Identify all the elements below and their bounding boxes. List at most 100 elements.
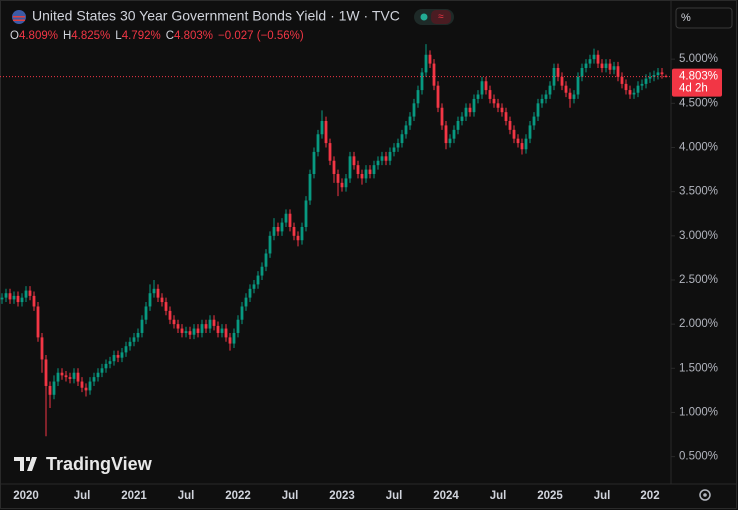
candle-body [224,328,228,338]
candle-body [332,160,336,174]
scale-box[interactable] [675,7,733,29]
candle-body [372,165,376,174]
candle-body [624,83,628,91]
candle-body [604,63,608,69]
candle-body [484,81,488,91]
candle-body [420,72,424,91]
candle-body [616,66,620,77]
candle-body [32,295,36,307]
candle-body [428,54,432,64]
candle-body [200,324,204,333]
flag-stripe [13,19,25,21]
candle-body [504,112,508,121]
legend-value: 4.792% [122,30,161,42]
candle-body [460,116,464,121]
candle-body [368,169,372,174]
candle-body [648,76,652,79]
candle-body [184,331,188,333]
candle-body [464,107,468,117]
legend-key: L [115,30,122,42]
candle-body [324,121,328,144]
candle-body [12,295,16,300]
symbol-title[interactable]: United States 30 Year Government Bonds Y… [32,8,400,24]
candle-body [384,156,388,161]
legend-value: 4.803% [174,30,213,42]
candle-body [192,328,196,335]
candle-body [520,143,524,150]
x-tick-label: Jul [74,490,91,502]
candle-body [512,129,516,139]
legend-value: 4.825% [71,30,110,42]
legend-key: C [166,30,174,42]
scale-button[interactable]: % [681,12,691,24]
countdown: 4d 2h [679,83,708,95]
x-tick-label: 2025 [537,490,563,502]
candle-body [40,337,44,360]
candle-body [416,90,420,104]
candle-body [276,226,280,232]
candle-body [284,213,288,223]
candle-body [572,94,576,99]
candle-body [204,324,208,329]
legend-change: −0.027 (−0.56%) [218,30,304,42]
candle-body [564,85,568,93]
candle-body [104,363,108,369]
candle-body [468,107,472,113]
candle-body [408,116,412,126]
candle-body [396,143,400,148]
candle-body [588,59,592,64]
candle-body [392,147,396,152]
candle-body [152,288,156,294]
candle-body [140,319,144,333]
candle-body [24,290,28,298]
candle-body [4,293,8,298]
delay-icon: ≈ [438,12,444,23]
candle-body [84,387,88,391]
y-tick-label: 3.000% [679,230,718,242]
last-price-label: 4.803% [679,71,718,83]
y-tick-label: 1.000% [679,406,718,418]
x-tick-label: Jul [282,490,299,502]
candle-body [64,375,68,378]
symbol-header: United States 30 Year Government Bonds Y… [12,8,454,25]
candle-body [188,331,192,335]
x-tick-label: 2023 [329,490,355,502]
candle-body [176,324,180,329]
gear[interactable] [699,489,711,501]
candle-body [376,160,380,166]
candle-body [228,337,232,344]
candle-body [132,337,136,342]
candle-body [288,213,292,227]
legend-key: H [63,30,71,42]
candle-body [556,68,560,77]
candle-body [412,103,416,117]
candle-body [548,85,552,95]
candle-body [436,85,440,108]
x-tick-label: 2020 [13,490,39,502]
x-tick-label: Jul [386,490,403,502]
delay-badge[interactable] [431,10,451,24]
candle-body [108,361,112,364]
candle-body [196,328,200,333]
candle-body [88,381,92,391]
candle-body [308,173,312,201]
candle-body [356,165,360,174]
settings-icon[interactable] [699,489,711,501]
candle-body [448,138,452,144]
candle-body [212,319,216,326]
candle-body [544,94,548,99]
candle-body [456,121,460,130]
candle-body [236,319,240,333]
candle-body [92,377,96,382]
x-tick-label: 2024 [433,490,459,502]
candle-body [404,125,408,135]
candle-body [20,297,24,303]
gear-center [703,493,707,497]
candle-body [440,107,444,126]
candle-body [272,226,276,236]
candle-body [532,116,536,126]
candle-body [312,151,316,174]
candle-body [240,306,244,320]
candle-body [480,81,484,95]
